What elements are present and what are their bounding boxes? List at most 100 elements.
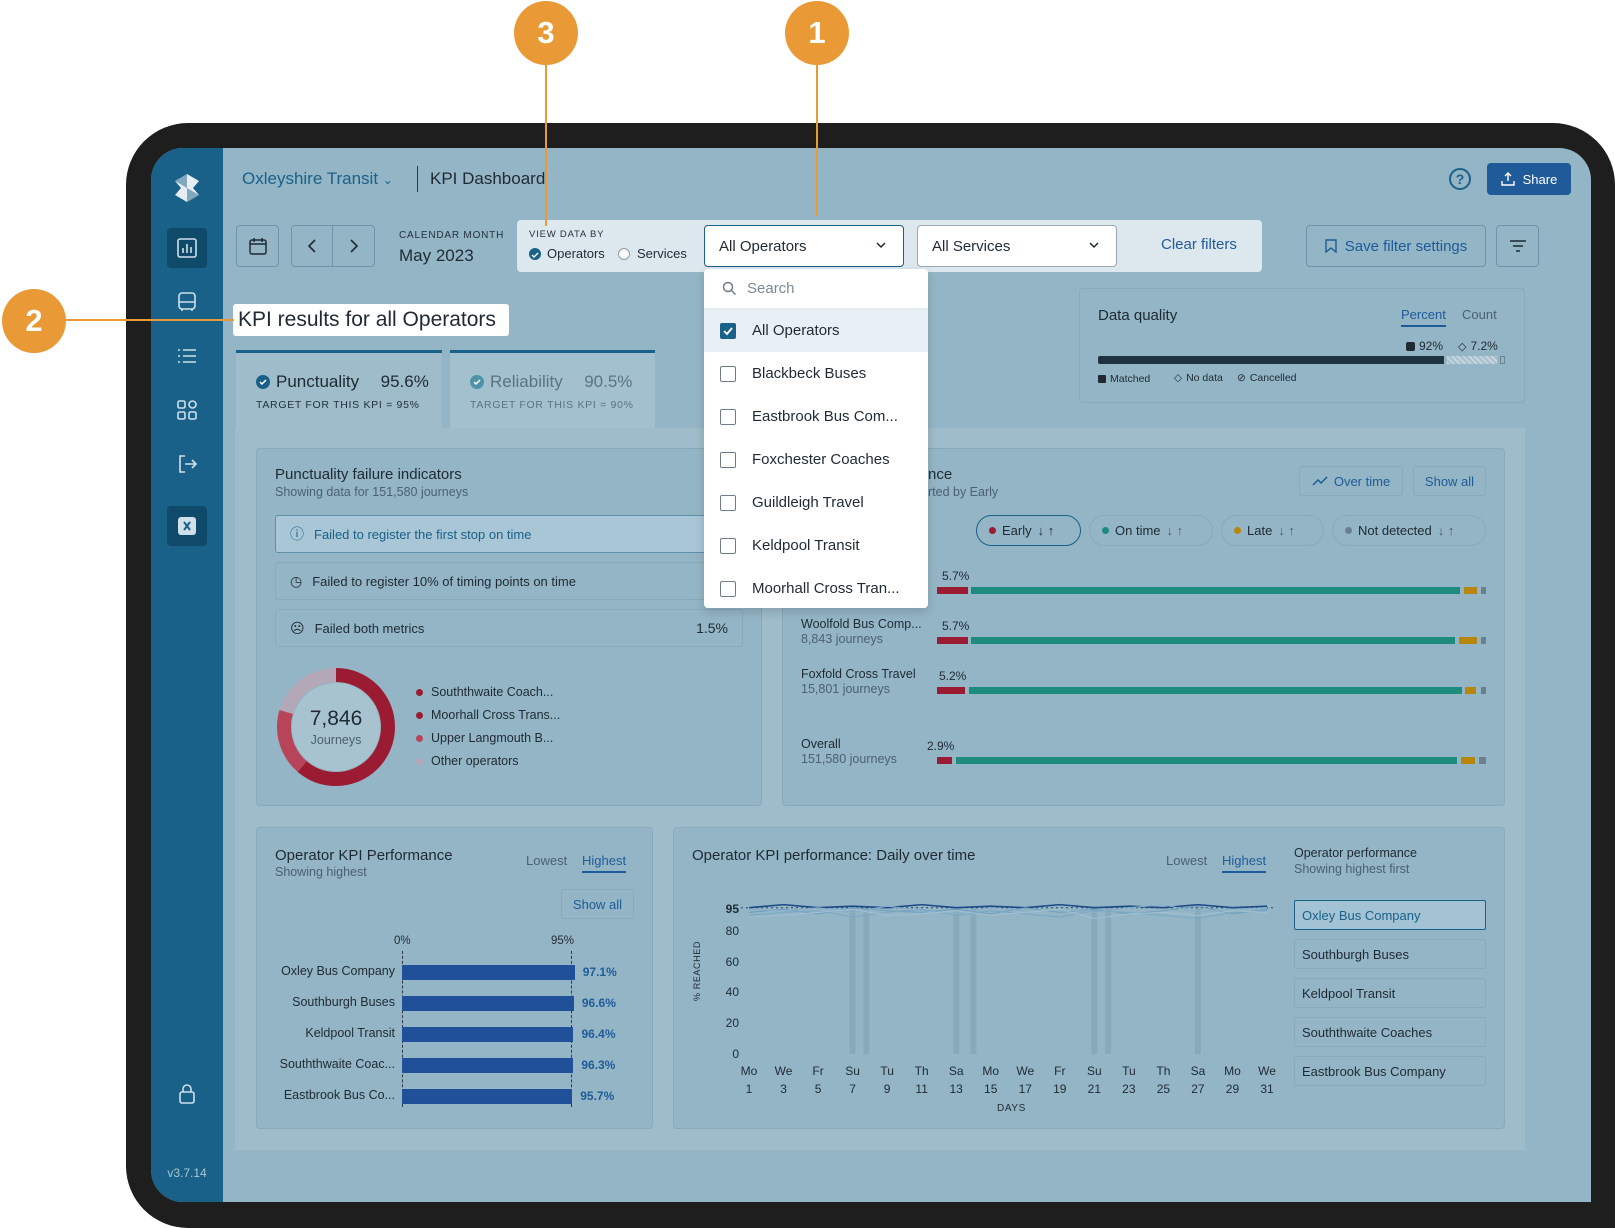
x-tick-day: Mo [1217,1062,1247,1080]
checkbox-icon[interactable] [720,538,736,554]
perf-list-item[interactable]: Souththwaite Coaches [1294,1017,1486,1047]
tab-punctuality[interactable]: Punctuality 95.6% TARGET FOR THIS KPI = … [236,350,442,428]
perf-list-item[interactable]: Oxley Bus Company [1294,900,1486,930]
save-filter-settings-button[interactable]: Save filter settings [1306,225,1486,267]
toggle-highest[interactable]: Highest [582,853,626,873]
dropdown-item[interactable]: All Operators [704,309,928,352]
dropdown-item[interactable]: Blackbeck Buses [704,352,928,395]
kpi-bar-name: Southburgh Buses [275,995,395,1009]
weekend-band [970,908,976,1054]
perf-list-item[interactable]: Eastbrook Bus Company [1294,1056,1486,1086]
tab-reliability[interactable]: Reliability 90.5% TARGET FOR THIS KPI = … [450,350,655,428]
donut-legend-item: Moorhall Cross Trans... [416,708,560,722]
radio-operators[interactable] [529,248,541,260]
check-circle-icon [256,375,270,389]
kpi-bar-name: Eastbrook Bus Co... [275,1088,395,1102]
early-bar [937,687,965,694]
over-time-button[interactable]: Over time [1299,466,1403,496]
version-label: v3.7.14 [151,1166,223,1180]
sort-pill-not-detected[interactable]: Not detected ↓ ↑ [1332,515,1486,546]
lock-icon[interactable] [167,1074,207,1114]
x-tick-label: We 31 [1252,1062,1282,1098]
x-tick-day: Tu [872,1062,902,1080]
checkbox-checked-icon[interactable] [720,323,736,339]
filter-menu-button[interactable] [1496,225,1539,267]
checkbox-icon[interactable] [720,495,736,511]
dropdown-item[interactable]: Moorhall Cross Tran... [704,567,928,608]
ontime-bar [956,757,1457,764]
toggle-count[interactable]: Count [1462,307,1497,322]
kpi-bar-name: Oxley Bus Company [275,964,395,978]
sidebar-item-apps[interactable] [167,390,207,430]
tab-reliability-value: 90.5% [584,372,632,392]
checkbox-icon[interactable] [720,452,736,468]
late-bar [1464,587,1477,594]
sort-pill-early[interactable]: Early ↓ ↑ [976,515,1081,546]
perf-list-item[interactable]: Southburgh Buses [1294,939,1486,969]
checkbox-icon[interactable] [720,366,736,382]
sort-pill-late[interactable]: Late ↓ ↑ [1221,515,1324,546]
x-tick-date: 27 [1183,1080,1213,1098]
next-month-button[interactable] [333,226,374,266]
x-tick-day: We [1252,1062,1282,1080]
operators-select[interactable]: All Operators [704,225,904,267]
services-select[interactable]: All Services [917,225,1117,267]
dropdown-search[interactable]: Search [704,269,928,309]
clear-filters-link[interactable]: Clear filters [1161,236,1237,253]
show-all-button[interactable]: Show all [561,889,634,919]
bookmark-icon [1325,239,1337,253]
x-tick-label: Mo 15 [976,1062,1006,1098]
failure-row-first-stop[interactable]: ⓘ Failed to register the first stop on t… [275,515,743,553]
prev-month-button[interactable] [292,226,333,266]
help-icon[interactable]: ? [1449,168,1471,190]
radio-services[interactable] [618,248,630,260]
x-tick-day: Fr [803,1062,833,1080]
sidebar-item-list[interactable] [167,336,207,376]
x-tick-date: 15 [976,1080,1006,1098]
operators-dropdown: Search All Operators Blackbeck Buses Eastb… [704,269,928,608]
checkbox-icon[interactable] [720,409,736,425]
app-logo-icon [171,172,203,204]
calendar-month-value: May 2023 [399,246,474,266]
operators-select-value: All Operators [719,238,807,255]
calendar-button[interactable] [236,225,279,267]
toggle-highest[interactable]: Highest [1222,853,1266,873]
operator-journeys: 151,580 journeys [801,752,897,766]
sort-arrows-icon: ↓ ↑ [1167,523,1184,538]
x-tick-label: Tu 9 [872,1062,902,1098]
operator-name: Overall [801,737,841,751]
callout-3-line [545,64,547,226]
daily-line-chart [741,896,1275,1058]
sidebar-item-dashboard[interactable] [167,228,207,268]
dropdown-item[interactable]: Eastbrook Bus Com... [704,395,928,438]
failure-indicators-title: Punctuality failure indicators [275,466,462,483]
x-tick-label: Fr 5 [803,1062,833,1098]
sort-pill-on-time[interactable]: On time ↓ ↑ [1089,515,1213,546]
callout-1-line [816,64,818,216]
radio-services-label[interactable]: Services [637,246,687,261]
sidebar-item-bus[interactable] [167,282,207,322]
toggle-lowest[interactable]: Lowest [526,853,567,868]
perf-list-item[interactable]: Keldpool Transit [1294,978,1486,1008]
show-all-button[interactable]: Show all [1413,466,1486,496]
failure-row-timing-points[interactable]: ◷ Failed to register 10% of timing point… [275,562,743,600]
weekend-band [850,908,856,1054]
x-tick-label: Su 7 [838,1062,868,1098]
sidebar-item-logout[interactable] [167,444,207,484]
radio-operators-label[interactable]: Operators [547,246,605,261]
sort-arrows-icon: ↓ ↑ [1038,523,1055,538]
toggle-lowest[interactable]: Lowest [1166,853,1207,868]
check-circle-icon [470,375,484,389]
org-switcher[interactable]: Oxleyshire Transit ⌄ [242,169,393,189]
services-select-value: All Services [932,238,1010,255]
weekend-band [953,908,959,1054]
checkbox-icon[interactable] [720,581,736,597]
dropdown-item[interactable]: Guildleigh Travel [704,481,928,524]
trend-line-icon [1312,476,1328,486]
sidebar-item-excel[interactable] [167,506,207,546]
share-button[interactable]: Share [1487,163,1571,195]
toggle-percent[interactable]: Percent [1401,307,1446,327]
dropdown-item[interactable]: Keldpool Transit [704,524,928,567]
dropdown-item[interactable]: Foxchester Coaches [704,438,928,481]
failure-row-both[interactable]: ☹ Failed both metrics 1.5% [275,609,743,647]
